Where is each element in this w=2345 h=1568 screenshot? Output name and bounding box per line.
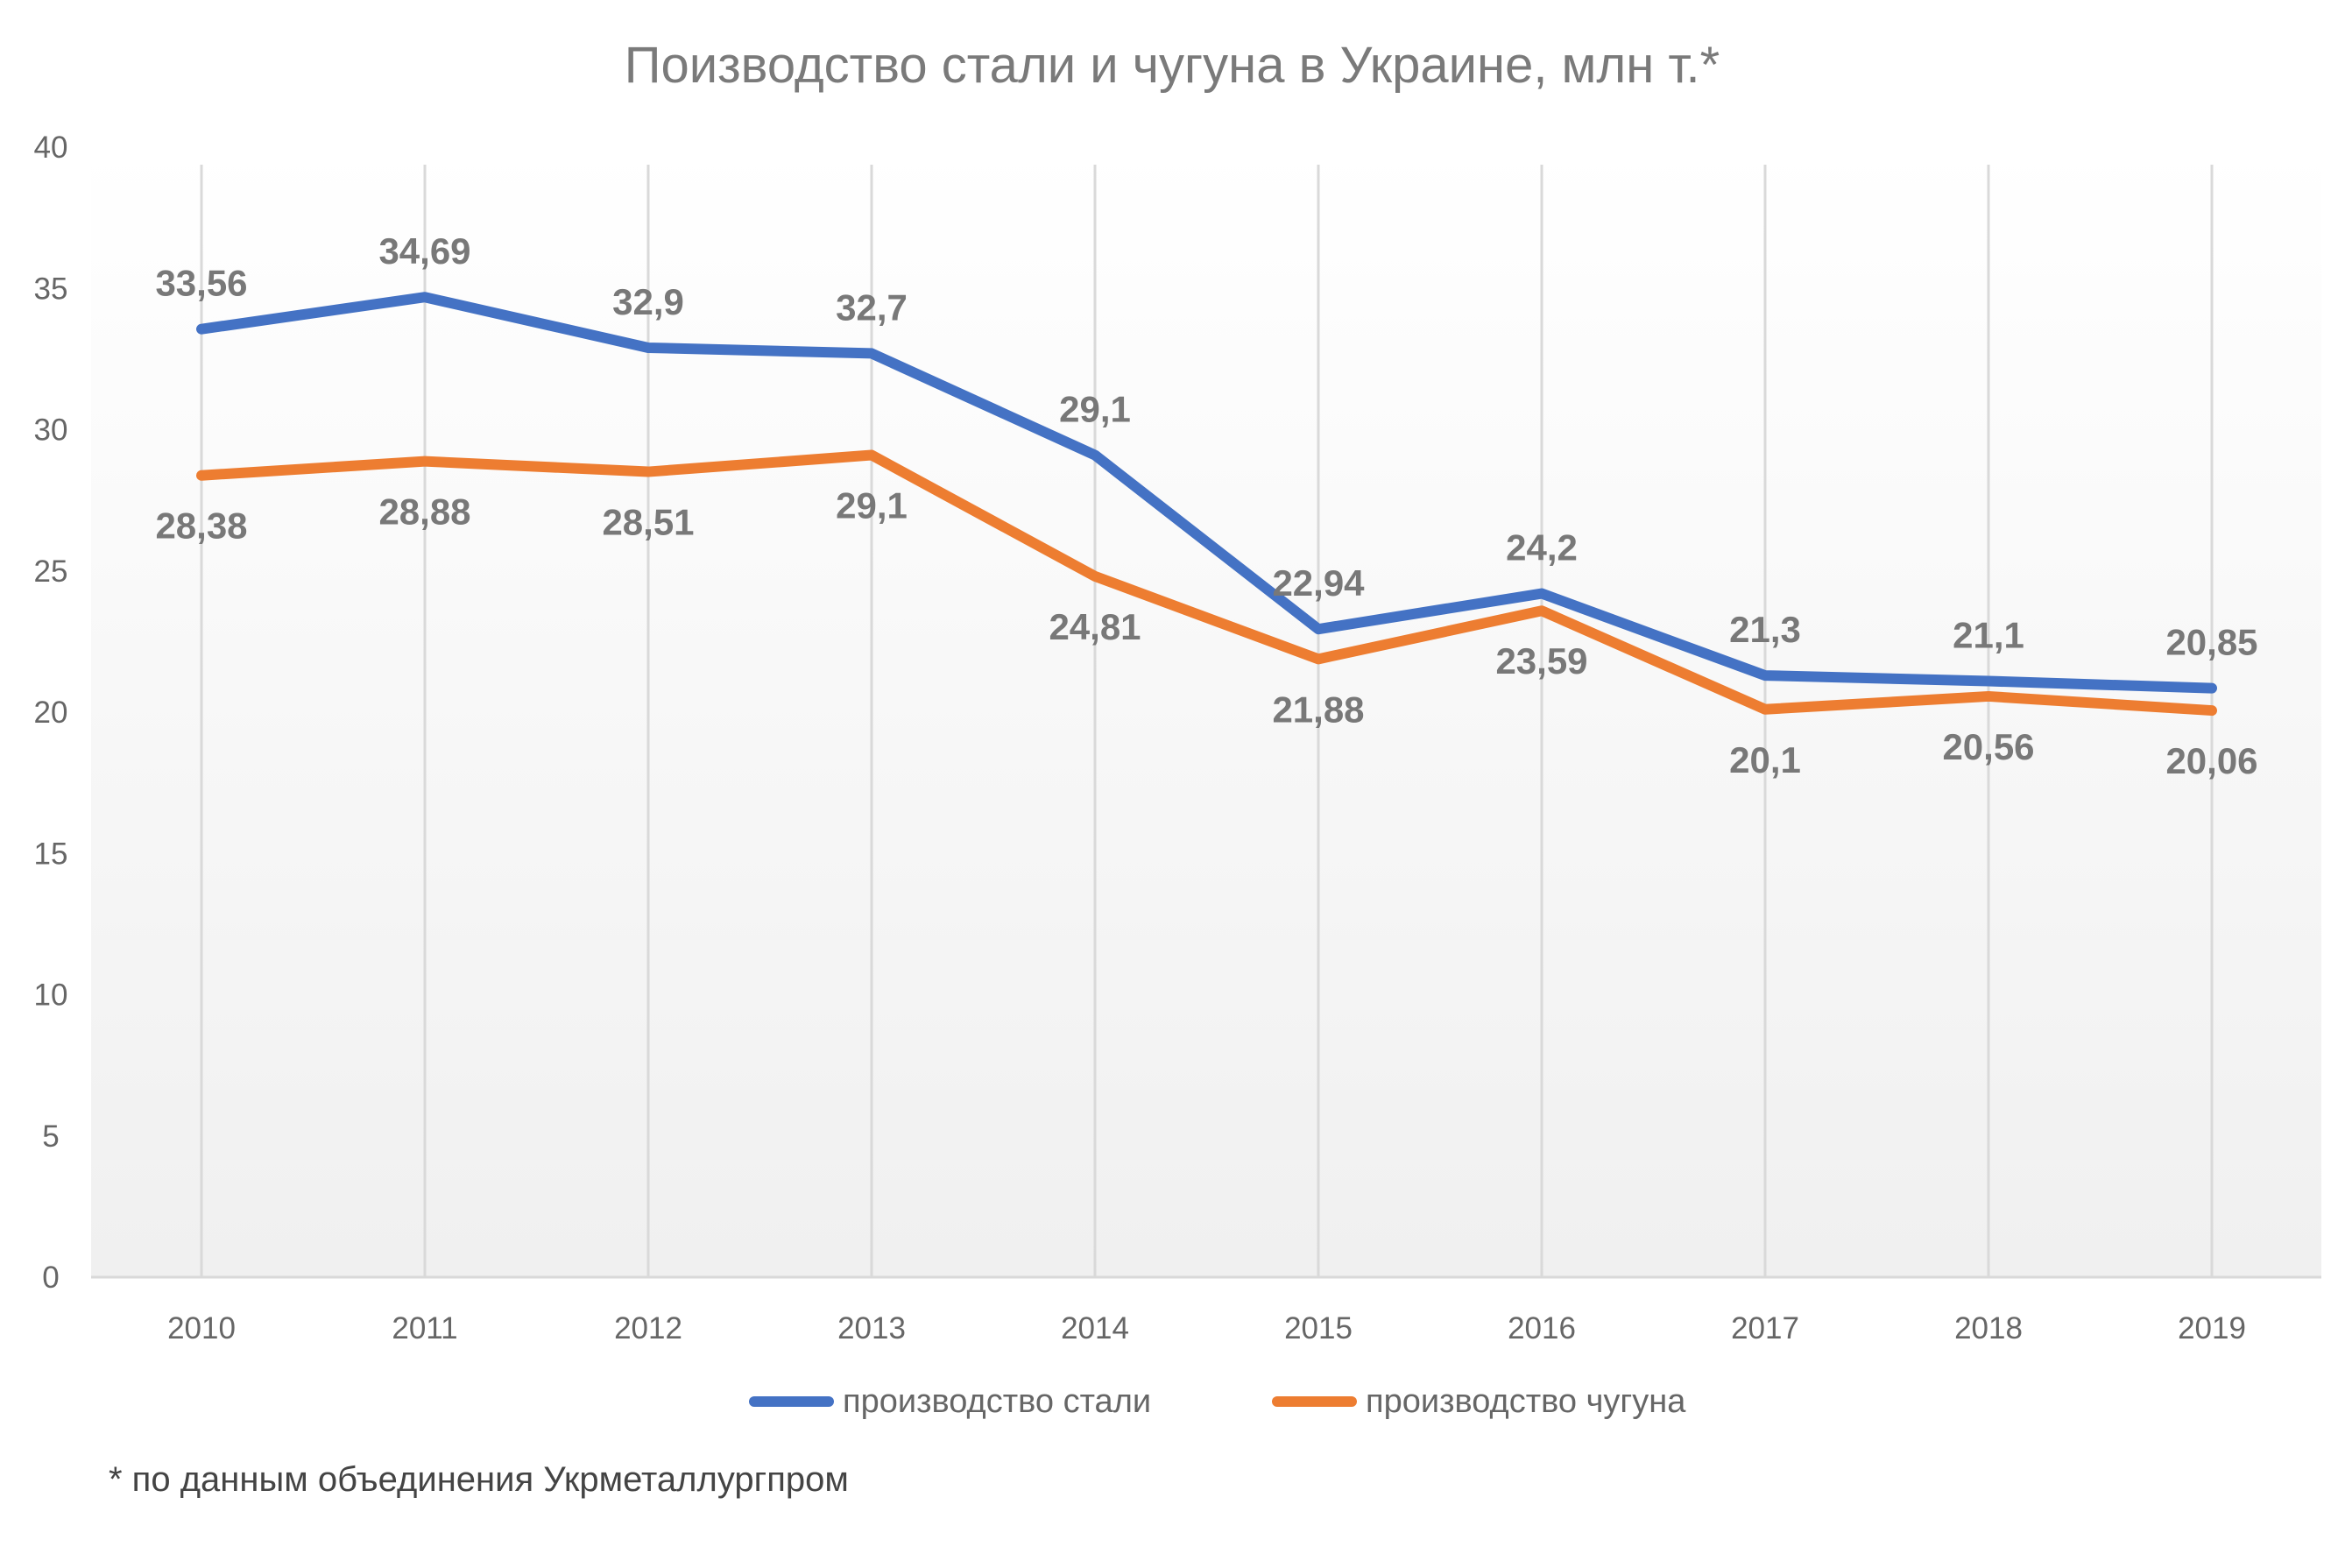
data-label-steel: 22,94 [1272, 562, 1365, 604]
data-label-steel: 24,2 [1506, 527, 1578, 569]
data-label-iron: 20,1 [1729, 739, 1801, 780]
plot-area-background [91, 147, 2321, 1277]
x-tick-label: 2017 [1731, 1311, 1799, 1346]
x-tick-label: 2010 [167, 1311, 236, 1346]
chart-title: Поизводство стали и чугуна в Украине, мл… [625, 37, 1720, 94]
series-lines [196, 292, 2217, 717]
y-tick-label: 15 [34, 837, 68, 871]
series-line-iron [196, 449, 2217, 717]
data-label-steel: 32,7 [836, 286, 908, 328]
data-label-steel: 33,56 [155, 263, 247, 304]
y-tick-label: 40 [34, 131, 68, 165]
x-tick-label: 2018 [1954, 1311, 2023, 1346]
legend-label-iron: производство чугуна [1366, 1383, 1686, 1420]
x-tick-label: 2013 [837, 1311, 906, 1346]
series-line-steel [196, 292, 2217, 694]
data-label-iron: 20,06 [2165, 740, 2257, 781]
data-label-iron: 28,88 [378, 491, 470, 533]
data-label-iron: 28,38 [155, 505, 247, 547]
data-label-iron: 28,51 [602, 502, 694, 543]
legend: производство стали производство чугуна [749, 1383, 1686, 1420]
x-tick-label: 2011 [392, 1311, 457, 1346]
y-tick-label: 10 [34, 978, 68, 1013]
data-label-steel: 34,69 [378, 230, 470, 272]
data-label-steel: 20,85 [2165, 622, 2257, 663]
data-label-steel: 32,9 [612, 281, 684, 322]
footnote: * по данным объединения Укрметаллургпром [109, 1460, 849, 1499]
data-label-iron: 20,56 [1942, 726, 2034, 767]
data-label-iron: 29,1 [836, 485, 908, 526]
data-label-iron: 23,59 [1495, 640, 1587, 682]
y-tick-label: 5 [42, 1119, 59, 1154]
x-tick-label: 2016 [1508, 1311, 1576, 1346]
axes: 2010 2011 2012 2013 2014 2015 2016 2017 2018 2019… [34, 131, 2321, 1346]
x-tick-label: 2012 [614, 1311, 682, 1346]
x-tick-label: 2019 [2178, 1311, 2246, 1346]
data-label-steel: 29,1 [1059, 389, 1131, 430]
y-tick-label: 25 [34, 554, 68, 589]
data-label-steel: 21,3 [1729, 609, 1801, 650]
y-tick-label: 35 [34, 272, 68, 306]
data-label-iron: 24,81 [1049, 606, 1141, 647]
data-label-steel: 21,1 [1953, 615, 2024, 656]
x-tick-label: 2014 [1061, 1311, 1129, 1346]
data-label-iron: 21,88 [1272, 689, 1364, 730]
y-tick-label: 20 [34, 696, 68, 730]
y-tick-label: 30 [34, 413, 68, 448]
x-tick-label: 2015 [1284, 1311, 1353, 1346]
data-labels: 33,56 34,69 32,9 32,7 29,1 22,94 24,2 21,3 21,1 2… [155, 230, 2257, 781]
legend-label-steel: производство стали [843, 1383, 1151, 1420]
y-tick-label: 0 [42, 1261, 59, 1295]
